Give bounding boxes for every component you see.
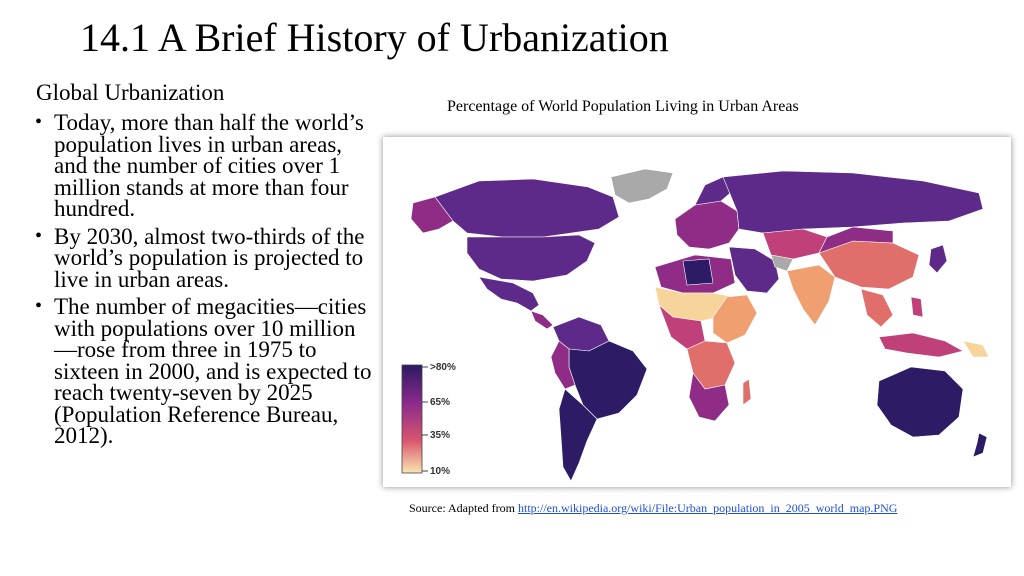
- map-caption: Percentage of World Population Living in…: [447, 98, 799, 115]
- map-svg: >80% 65% 35% 10%: [383, 137, 1011, 487]
- region-japan: [928, 244, 948, 274]
- slide-title: 14.1 A Brief History of Urbanization: [80, 15, 669, 60]
- region-madagascar: [742, 378, 752, 406]
- legend-color-bar: [401, 364, 423, 474]
- world-urbanization-map: >80% 65% 35% 10%: [383, 137, 1011, 487]
- region-southern-africa: [688, 372, 730, 422]
- region-png: [962, 340, 990, 358]
- region-canada: [434, 178, 620, 238]
- source-prefix: Source: Adapted from: [409, 501, 518, 515]
- region-mongolia: [818, 226, 894, 254]
- region-greenland: [610, 168, 674, 204]
- region-indonesia: [878, 332, 964, 358]
- region-southern-cone: [558, 388, 598, 482]
- bullet-item: • The number of megacities—cities with p…: [32, 294, 372, 448]
- region-east-africa: [712, 294, 758, 344]
- region-new-zealand: [972, 432, 988, 458]
- bullet-glyph: •: [35, 224, 43, 247]
- bullet-text: Today, more than half the world’s popula…: [54, 110, 364, 221]
- source-credit: Source: Adapted from http://en.wikipedia…: [409, 500, 897, 516]
- bullet-list: • Today, more than half the world’s popu…: [32, 110, 372, 453]
- bullet-text: The number of megacities—cities with pop…: [54, 294, 372, 448]
- legend-label-35: 35%: [430, 430, 450, 441]
- region-andes: [550, 340, 576, 390]
- bullet-glyph: •: [35, 295, 43, 317]
- region-central-america: [530, 310, 554, 330]
- legend-label-65: 65%: [430, 397, 450, 408]
- region-libya: [682, 258, 714, 286]
- source-link[interactable]: http://en.wikipedia.org/wiki/File:Urban_…: [517, 501, 898, 515]
- region-philippines: [910, 296, 924, 318]
- region-australia: [876, 366, 964, 438]
- region-usa: [466, 234, 596, 282]
- bullet-item: • Today, more than half the world’s popu…: [32, 110, 372, 221]
- bullet-text: By 2030, almost two-thirds of the world’…: [54, 223, 365, 292]
- region-alaska: [410, 196, 454, 234]
- region-middle-east: [728, 246, 780, 294]
- section-heading: Global Urbanization: [36, 80, 225, 105]
- region-russia: [722, 170, 984, 234]
- bullet-item: • By 2030, almost two-thirds of the worl…: [32, 223, 372, 292]
- region-southeast-asia: [860, 288, 894, 328]
- region-south-asia: [786, 264, 836, 326]
- legend-label-10: 10%: [430, 466, 450, 477]
- bullet-glyph: •: [35, 111, 43, 133]
- legend-label-80: >80%: [430, 362, 456, 373]
